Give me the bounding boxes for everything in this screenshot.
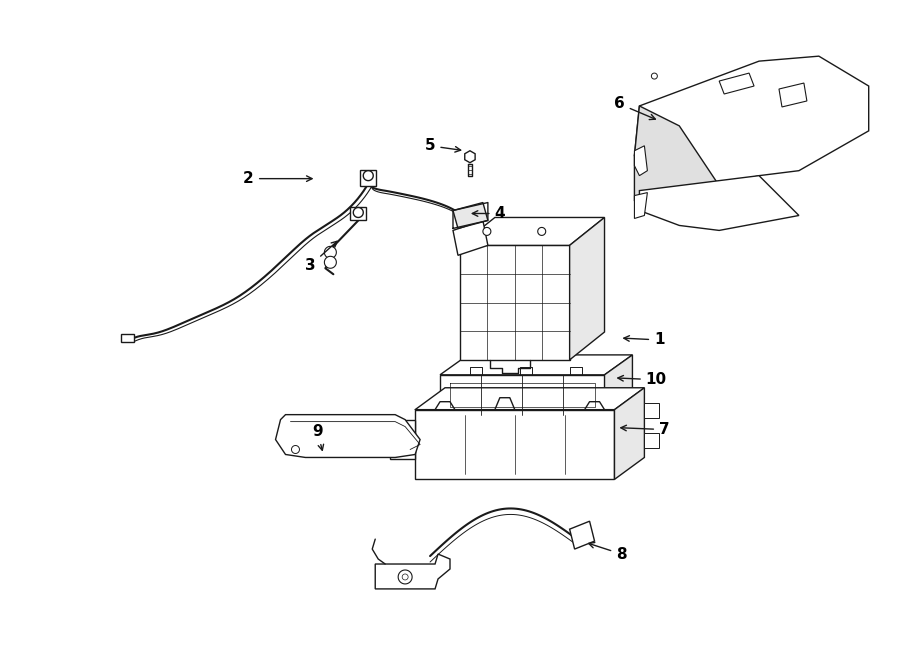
Polygon shape [440, 355, 633, 375]
Polygon shape [415, 388, 644, 410]
Text: 7: 7 [621, 422, 670, 437]
Polygon shape [570, 217, 605, 360]
Polygon shape [634, 106, 719, 215]
Polygon shape [483, 227, 490, 235]
Polygon shape [644, 432, 660, 447]
Polygon shape [719, 73, 754, 94]
Polygon shape [324, 247, 337, 258]
Polygon shape [415, 410, 615, 479]
Polygon shape [652, 73, 657, 79]
Polygon shape [292, 446, 300, 453]
Polygon shape [634, 192, 647, 219]
Polygon shape [605, 355, 633, 414]
Text: 9: 9 [312, 424, 324, 450]
Polygon shape [537, 227, 545, 235]
Polygon shape [275, 414, 420, 457]
Polygon shape [354, 208, 364, 217]
Polygon shape [453, 221, 488, 255]
Text: 4: 4 [472, 206, 505, 221]
Polygon shape [634, 56, 868, 190]
Polygon shape [644, 403, 660, 418]
Polygon shape [402, 574, 408, 580]
Polygon shape [398, 570, 412, 584]
Polygon shape [360, 170, 376, 186]
Text: 1: 1 [624, 332, 664, 348]
Polygon shape [464, 151, 475, 163]
Polygon shape [440, 375, 605, 414]
Polygon shape [634, 146, 647, 176]
Text: 10: 10 [617, 372, 667, 387]
Polygon shape [375, 554, 450, 589]
Polygon shape [391, 420, 415, 459]
Polygon shape [364, 171, 374, 180]
Text: 5: 5 [425, 138, 461, 153]
Polygon shape [615, 388, 644, 479]
Text: 6: 6 [614, 97, 655, 120]
Polygon shape [779, 83, 807, 107]
Polygon shape [570, 521, 595, 549]
Text: 3: 3 [305, 241, 338, 273]
Text: 8: 8 [589, 543, 626, 562]
Polygon shape [639, 176, 799, 231]
Polygon shape [453, 202, 488, 229]
Text: 2: 2 [243, 171, 312, 186]
Polygon shape [121, 334, 134, 342]
Polygon shape [460, 245, 570, 360]
Polygon shape [324, 256, 337, 268]
Polygon shape [350, 206, 366, 221]
Polygon shape [460, 217, 605, 245]
